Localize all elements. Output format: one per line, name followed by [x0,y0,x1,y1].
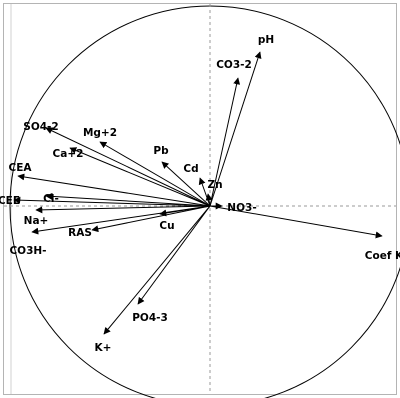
plot-frame [3,3,397,395]
vector-arrow-po4-3 [137,205,211,305]
vector-arrow-cea [17,173,211,207]
vector-label-so4-2: SO4-2 [23,121,58,133]
vector-arrow-coef-k [209,205,383,239]
vector-label-na: Na+ [24,215,49,227]
vector-label-zn: Zn [207,179,222,191]
vector-arrow-co3h [31,205,211,235]
vector-label-coef-k: Coef K [365,250,400,262]
vector-label-co3h: CO3H- [9,245,46,257]
vector-label-ras: RAS [68,227,92,239]
vector-label-ca-2: Ca+2 [53,148,84,160]
vector-label-pb: Pb [153,145,169,157]
vector-label-no3: NO3- [227,202,256,214]
vector-label-ph: pH [258,34,274,46]
vector-label-mg-2: Mg+2 [83,127,117,139]
vector-arrow-ph [209,51,262,207]
vector-arrow-k [103,205,211,335]
vector-label-co3-2: CO3-2 [216,59,252,71]
vector-label-cd: Cd [183,163,198,175]
vector-arrow-pb [161,161,211,207]
vector-label-cee: CEE [0,195,20,207]
vector-arrow-co3-2 [209,77,241,207]
vector-label-cu: Cu [159,220,174,232]
loading-vectors: pH CO3-2 SO4-2 Mg+2 Pb Cd Ca+2 CEA Zn Cl- CEE NO3- N… [0,34,400,354]
vector-arrow-ras [91,205,211,233]
vector-arrow-cl [45,192,211,207]
vector-label-k: K+ [95,342,112,354]
vector-arrow-ca-2 [69,147,211,207]
vector-arrow-so4-2 [45,127,211,207]
vector-arrow-zn [205,193,213,207]
vector-label-cl: Cl- [43,193,59,205]
vector-arrow-na [35,205,211,214]
vector-label-po4-3: PO4-3 [132,312,168,324]
vector-arrow-cd [198,177,211,207]
vector-arrow-mg-2 [99,141,211,207]
vector-arrow-cee [13,196,211,207]
vector-label-cea: CEA [8,162,32,174]
